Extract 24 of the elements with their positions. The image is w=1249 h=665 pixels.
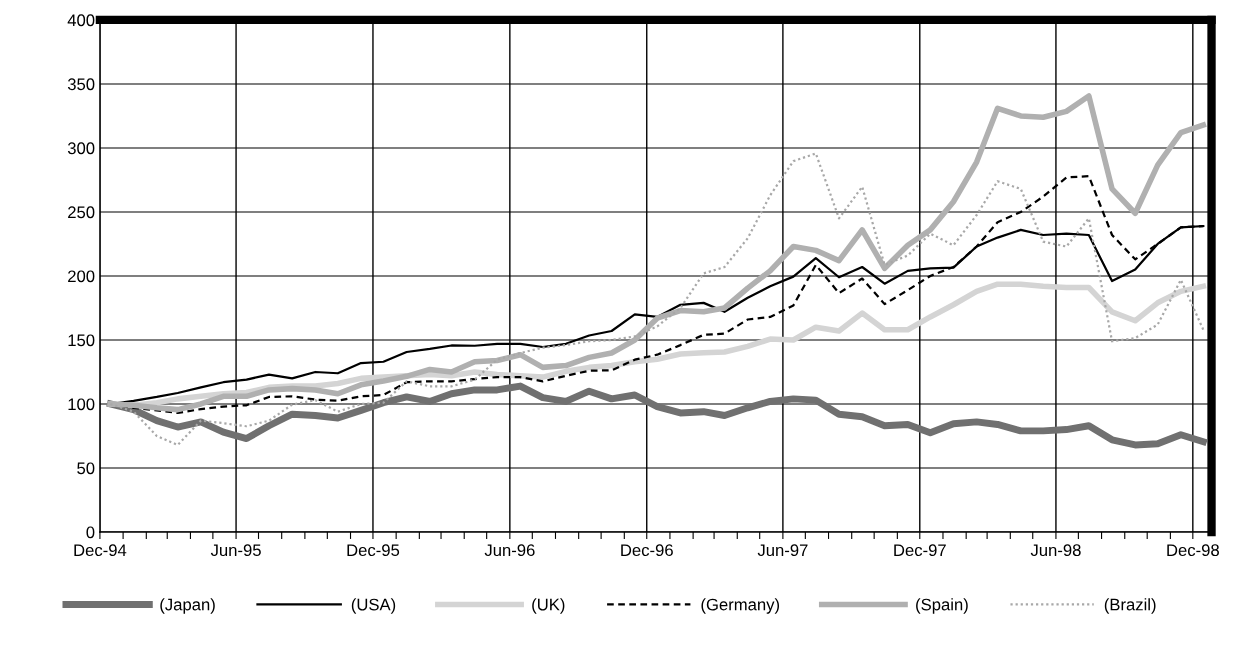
y-tick-label: 300 <box>67 142 95 155</box>
y-tick-label: 250 <box>68 206 95 219</box>
legend-label: (Japan) <box>160 598 215 614</box>
legend-label: (USA) <box>351 598 396 614</box>
y-tick-label: 400 <box>67 14 95 27</box>
legend-label: (Germany) <box>701 598 780 614</box>
legend-label: (UK) <box>532 598 565 614</box>
x-tick-label: Dec-95 <box>347 544 400 557</box>
y-tick-label: 200 <box>68 270 95 283</box>
x-tick-label: Dec-97 <box>894 544 946 557</box>
x-tick-label: Dec-94 <box>74 544 127 557</box>
legend-label: (Spain) <box>916 598 968 614</box>
y-tick-label: 100 <box>68 398 95 411</box>
x-tick-label: Jun-97 <box>757 544 808 557</box>
x-tick-label: Dec-96 <box>621 544 673 557</box>
y-tick-label: 0 <box>86 526 95 539</box>
y-tick-label: 150 <box>68 334 95 347</box>
y-tick-label: 350 <box>67 78 95 91</box>
y-tick-label: 50 <box>77 462 95 475</box>
x-tick-label: Dec-98 <box>1167 544 1219 557</box>
x-tick-label: Jun-98 <box>1030 544 1081 557</box>
x-tick-label: Jun-95 <box>210 544 261 557</box>
x-tick-label: Jun-96 <box>484 544 535 557</box>
legend-label: (Brazil) <box>1104 598 1156 614</box>
